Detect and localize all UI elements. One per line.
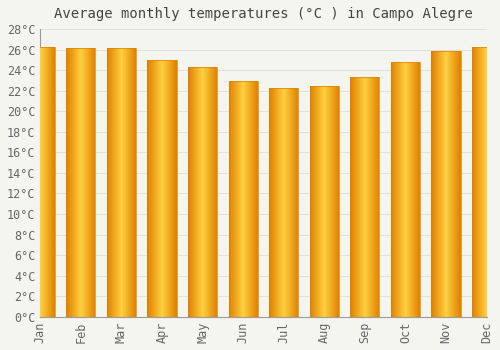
Bar xyxy=(391,62,420,317)
Bar xyxy=(26,47,55,317)
Bar xyxy=(188,67,217,317)
Bar xyxy=(228,82,258,317)
Title: Average monthly temperatures (°C ) in Campo Alegre: Average monthly temperatures (°C ) in Ca… xyxy=(54,7,473,21)
Bar xyxy=(472,47,500,317)
Bar xyxy=(148,60,176,317)
Bar xyxy=(269,88,298,317)
Bar xyxy=(66,48,96,317)
Bar xyxy=(310,86,339,317)
Bar xyxy=(432,51,460,317)
Bar xyxy=(107,48,136,317)
Bar xyxy=(350,77,380,317)
